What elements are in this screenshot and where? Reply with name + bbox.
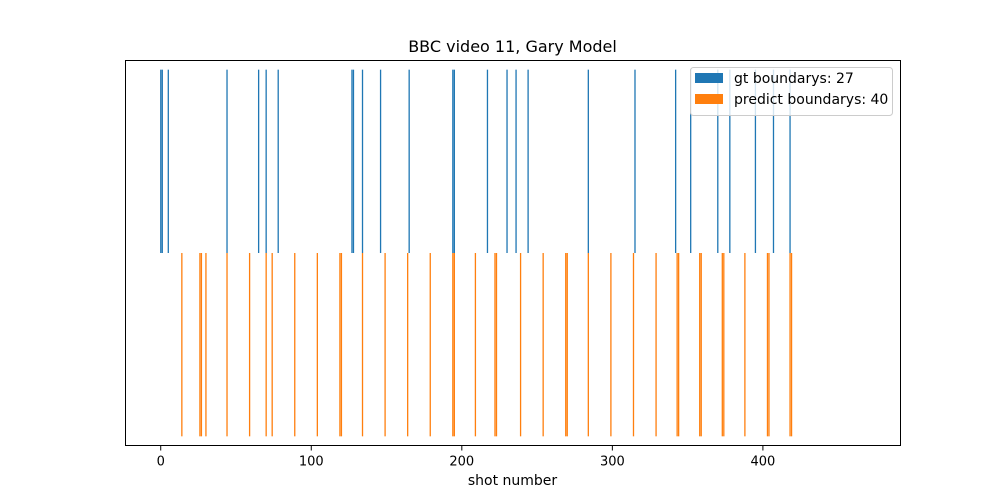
predict-boundary-bar [655, 253, 657, 437]
x-tick-label: 200 [449, 455, 474, 470]
gt-boundary-bar [772, 69, 775, 253]
predict-boundary-bar [678, 253, 680, 437]
predict-boundary-bar [723, 253, 725, 437]
gt-boundary-bar [452, 69, 454, 253]
predict-boundary-bar [587, 253, 589, 437]
legend-swatch-predict [695, 94, 723, 104]
predict-boundary-bar [384, 253, 386, 437]
x-axis-label: shot number [468, 473, 558, 489]
predict-boundary-bar [181, 253, 183, 437]
predict-boundary-bar [199, 253, 201, 437]
gt-boundary-bar [789, 69, 791, 253]
legend-frame [690, 67, 893, 116]
gt-boundary-bar [265, 69, 267, 253]
legend-swatch-gt [695, 73, 723, 83]
predict-boundary-bar [699, 253, 701, 437]
predict-boundary-bar [566, 253, 568, 437]
predict-boundary-bar [316, 253, 318, 437]
x-tick-label: 400 [750, 455, 775, 470]
gt-boundary-bar [754, 69, 757, 253]
predict-boundary-bar [429, 253, 431, 437]
chart-title: BBC video 11, Gary Model [408, 37, 617, 56]
predict-boundary-bar [610, 253, 612, 437]
predict-boundary-bar [519, 253, 522, 437]
gt-boundary-bar [587, 69, 589, 253]
predict-boundary-bar [361, 253, 364, 437]
predict-boundary-bar [271, 253, 273, 437]
gt-boundary-bar [379, 69, 382, 253]
gt-boundary-bar [690, 69, 692, 253]
predict-boundary-bar [205, 253, 207, 437]
gt-boundary-bar [352, 69, 355, 253]
gt-boundary-bar [167, 69, 169, 253]
legend-label-gt: gt boundarys: 27 [734, 71, 854, 87]
predict-boundary-bar [766, 253, 769, 437]
plot-area [160, 69, 793, 437]
gt-boundary-bar [674, 69, 677, 253]
predict-boundary-bar [494, 253, 496, 437]
gt-boundary-bar [351, 69, 353, 253]
x-axis: 0 100 200 300 400 [157, 445, 775, 470]
predict-boundary-bar [226, 253, 228, 437]
gt-boundary-bar [226, 69, 228, 253]
predict-boundary-bar [542, 253, 544, 437]
gt-boundary-bar [160, 69, 162, 253]
gt-boundary-bar [408, 69, 410, 253]
predict-boundary-bar [768, 253, 770, 437]
x-tick-label: 0 [157, 455, 165, 470]
gt-boundary-bar [277, 69, 279, 253]
predict-boundary-bar [407, 253, 409, 437]
gt-boundary-bar [515, 69, 517, 253]
gt-boundary-bar [486, 69, 489, 253]
gt-boundary-bar [257, 69, 260, 253]
gt-boundary-bar [361, 69, 364, 253]
gt-boundary-bar [717, 69, 719, 253]
predict-boundary-bar [248, 253, 251, 437]
predict-boundary-bar [294, 253, 296, 437]
predict-boundary-bar [744, 253, 746, 437]
predict-boundary-bar [200, 253, 203, 437]
predict-boundary-bar [453, 253, 455, 437]
predict-boundary-bar [339, 253, 341, 437]
gt-boundary-bar [506, 69, 508, 253]
x-tick-label: 100 [299, 455, 324, 470]
predict-boundary-bar [676, 253, 678, 437]
predict-boundary-bar [789, 253, 791, 437]
gt-boundary-bar [453, 69, 455, 253]
axes-frame [125, 60, 901, 446]
predict-boundary-bar [721, 253, 723, 437]
gt-boundary-bar [729, 69, 731, 253]
gt-boundary-bar [161, 69, 163, 253]
predict-boundary-bar [700, 253, 702, 437]
gt-boundary-bar [527, 69, 529, 253]
predict-boundary-bar [265, 253, 267, 437]
x-tick-label: 300 [600, 455, 625, 470]
predict-boundary-bar [495, 253, 498, 437]
predict-boundary-bar [340, 253, 343, 437]
predict-boundary-bar [565, 253, 567, 437]
legend: gt boundarys: 27 predict boundarys: 40 [690, 67, 893, 116]
gt-boundary-bar [634, 69, 636, 253]
predict-boundary-bar [452, 253, 454, 437]
predict-boundary-bar [790, 253, 793, 437]
legend-label-predict: predict boundarys: 40 [734, 92, 888, 108]
predict-boundary-bar [474, 253, 477, 437]
predict-boundary-bar [632, 253, 635, 437]
